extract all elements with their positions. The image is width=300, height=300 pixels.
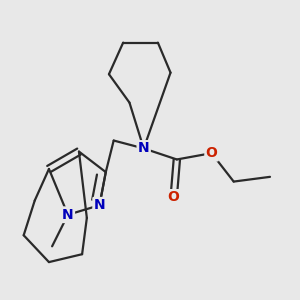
Text: O: O [168,190,180,204]
Text: N: N [94,198,105,212]
Text: N: N [62,208,74,222]
Text: O: O [206,146,218,160]
Text: N: N [138,141,149,155]
